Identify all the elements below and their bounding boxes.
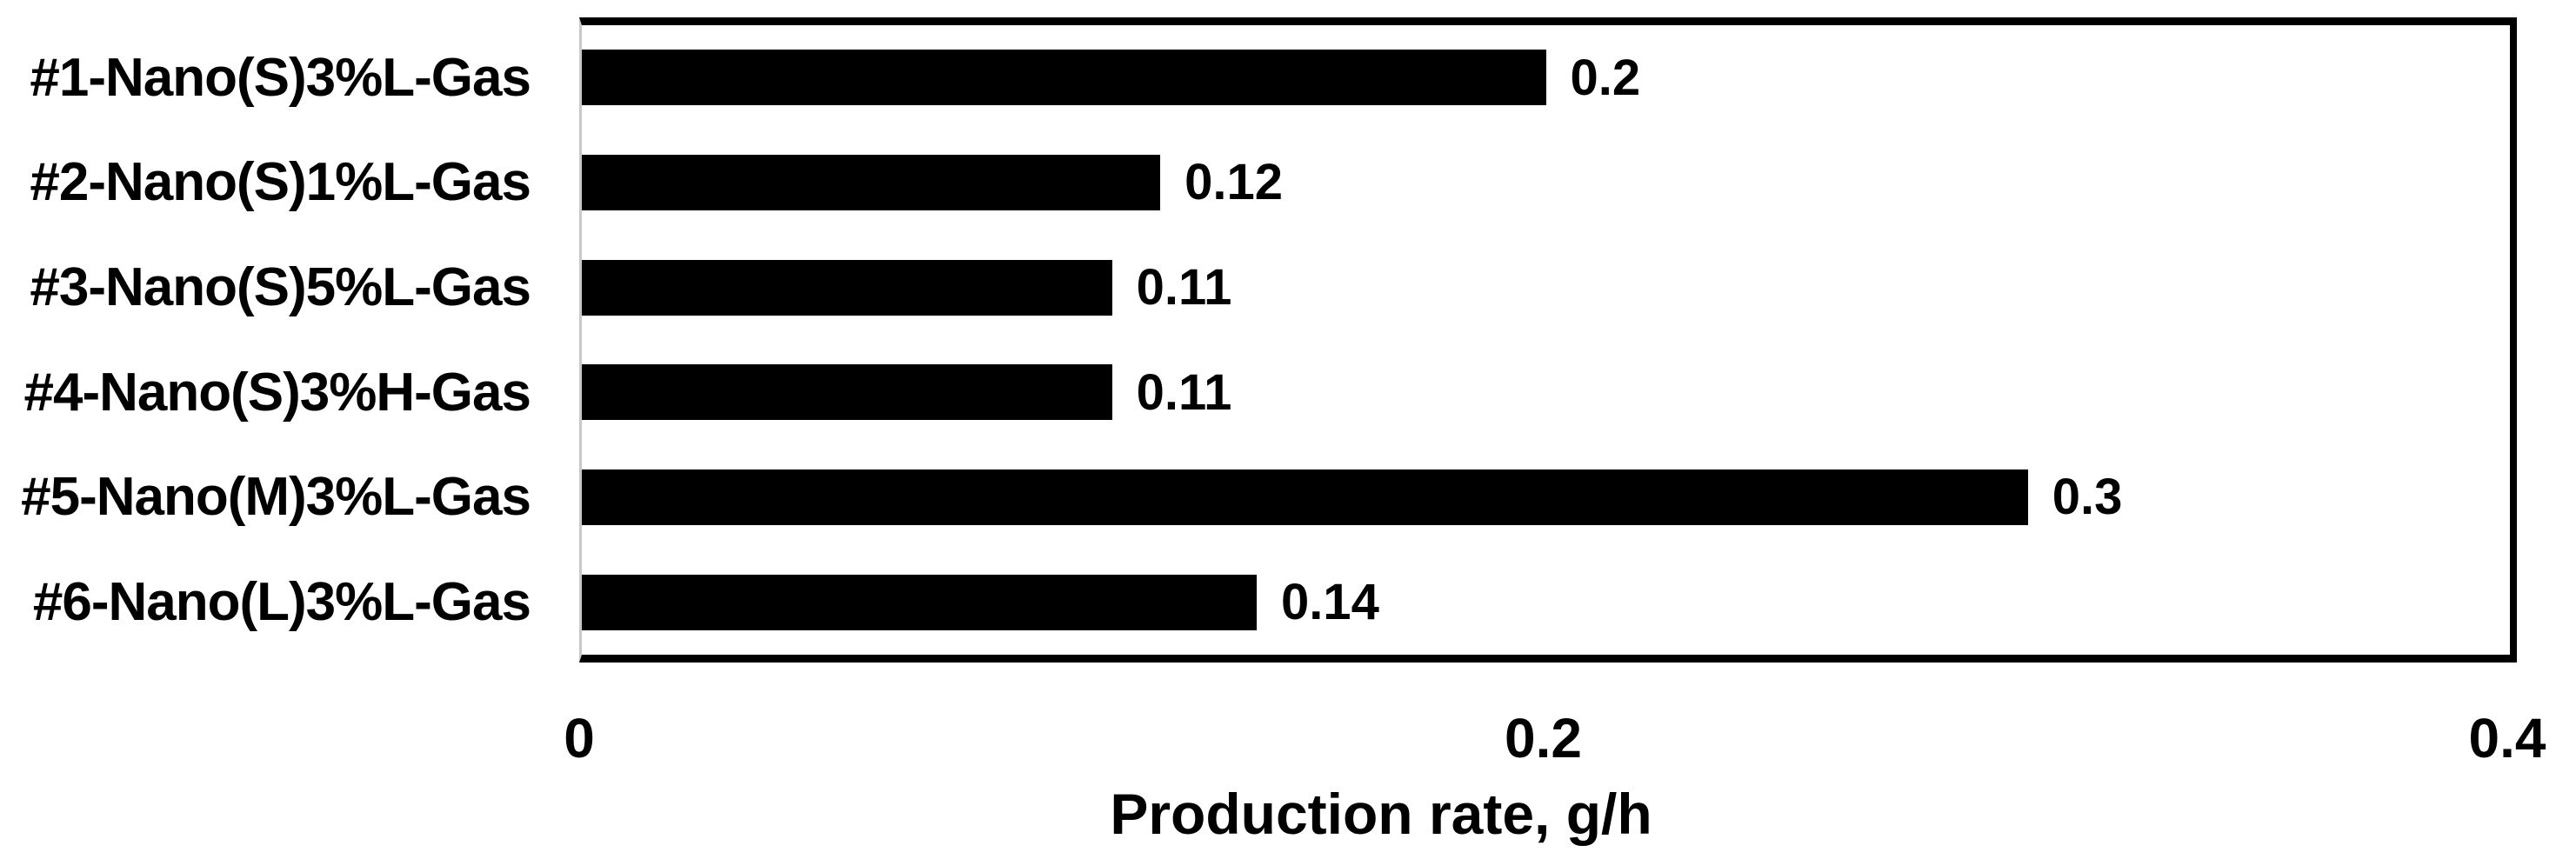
x-axis-tick-label: 0.2 — [1505, 707, 1582, 769]
x-axis: 0 0.2 0.4 — [0, 706, 2576, 776]
chart-row: #6-Nano(L)3%L-Gas 0.14 — [0, 549, 2576, 655]
x-axis-tick-label: 0 — [564, 707, 595, 769]
bar — [582, 259, 1112, 316]
chart-rows: #1-Nano(S)3%L-Gas 0.2 #2-Nano(S)1%L-Gas 0.1… — [0, 25, 2576, 655]
bar — [582, 469, 2028, 525]
category-label: #3-Nano(S)5%L-Gas — [30, 257, 531, 318]
bar — [582, 364, 1112, 421]
value-label: 0.2 — [1570, 49, 1641, 106]
plot-area — [579, 17, 2517, 663]
category-label: #5-Nano(M)3%L-Gas — [21, 467, 531, 528]
chart-row: #5-Nano(M)3%L-Gas 0.3 — [0, 445, 2576, 550]
bar — [582, 50, 1546, 106]
value-label: 0.11 — [1136, 363, 1232, 421]
bar — [582, 154, 1161, 210]
category-label: #1-Nano(S)3%L-Gas — [30, 47, 531, 108]
chart-row: #4-Nano(S)3%H-Gas 0.11 — [0, 340, 2576, 445]
chart-row: #3-Nano(S)5%L-Gas 0.11 — [0, 235, 2576, 340]
chart-row: #1-Nano(S)3%L-Gas 0.2 — [0, 25, 2576, 130]
value-label: 0.12 — [1185, 154, 1283, 211]
value-label: 0.11 — [1136, 259, 1232, 316]
category-label: #4-Nano(S)3%H-Gas — [23, 362, 531, 423]
value-label: 0.14 — [1280, 574, 1379, 631]
bar — [582, 574, 1257, 630]
value-label: 0.3 — [2052, 469, 2123, 526]
chart-row: #2-Nano(S)1%L-Gas 0.12 — [0, 130, 2576, 236]
x-axis-title: Production rate, g/h — [1110, 782, 1652, 846]
category-label: #6-Nano(L)3%L-Gas — [32, 572, 531, 633]
x-axis-tick-label: 0.4 — [2468, 707, 2546, 769]
category-label: #2-Nano(S)1%L-Gas — [30, 152, 531, 213]
